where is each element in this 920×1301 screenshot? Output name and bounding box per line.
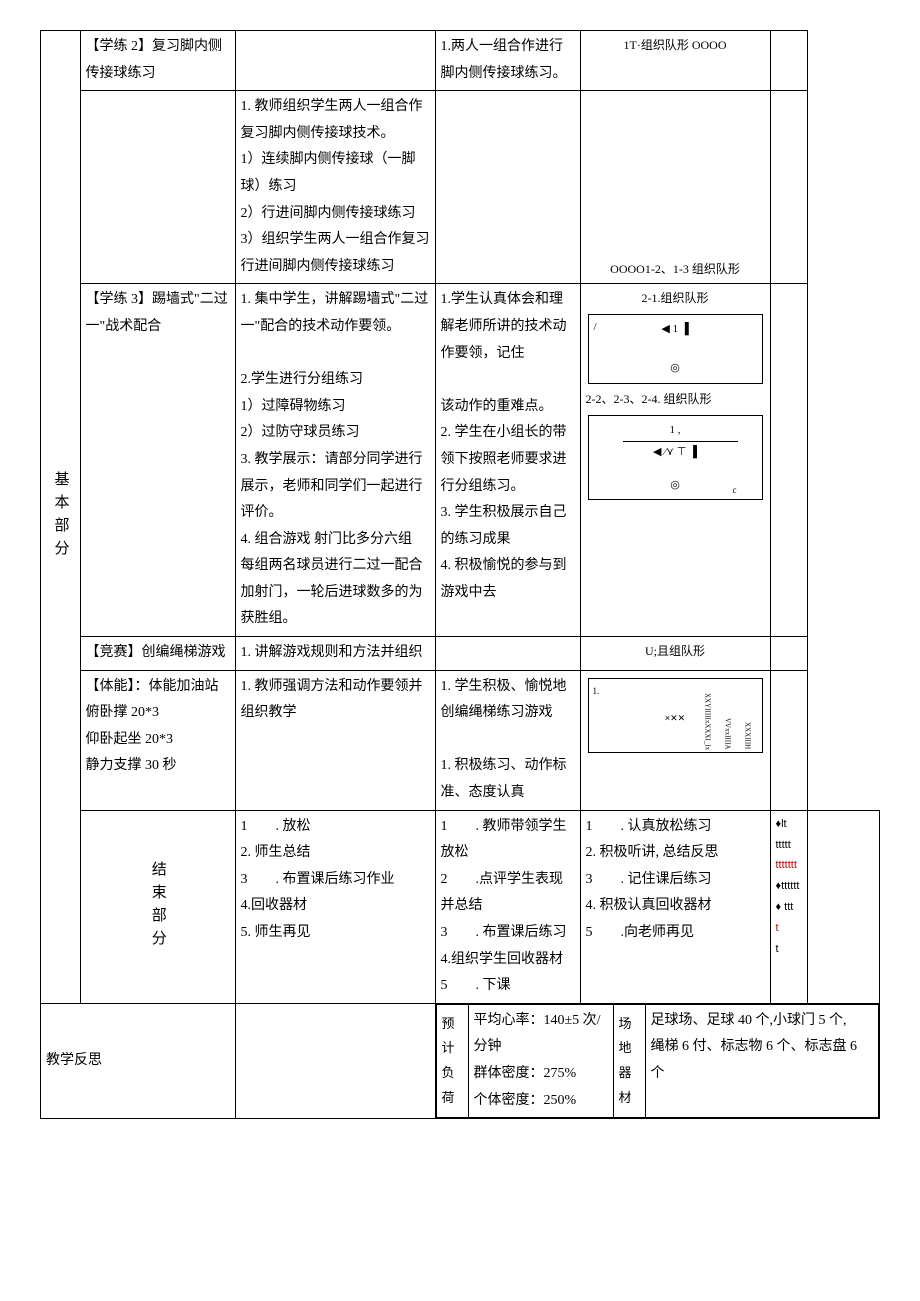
content-empty [80,91,235,284]
d3-label: 2-1.组织队形 [586,287,765,310]
hr: 平均心率：140±5 次/分钟 [474,1008,608,1061]
d6-text2: VVxxIIIIA [720,718,733,750]
diagram4-box: 1 , ◀ ⁄⋎ ⊤ ▐ ◎ c [588,415,763,500]
s2-3: 3. 学生积极展示自己的练习成果 [441,500,575,553]
et4: 4.组织学生回收器材 [441,947,575,974]
practice3-title: 【学练 3】踢墙式"二过一"战术配合 [80,284,235,637]
t2-2a: 1）过障碍物练习 [241,394,430,421]
d3-slash: / [594,317,597,338]
d6-text3: XXYIIIIIxXXXI_Ix [700,693,713,750]
d4-m2: ◀ ⁄⋎ ⊤ ▐ [593,442,758,463]
t1a: 1）连续脚内侧传接球（一脚球）练习 [241,147,430,200]
teacher-practice2: 1. 教师组织学生两人一组合作复习脚内侧传接球技术。 1）连续脚内侧传接球（一脚… [235,91,435,284]
load-values: 平均心率：140±5 次/分钟 群体密度：275% 个体密度：250% [468,1004,613,1117]
teacher-competition: 1. 讲解游戏规则和方法并组织 [235,637,435,671]
d6-1: 1. [593,683,758,700]
diagram6: 1. ×✕✕ XXXIIIH VVxxIIIIA XXYIIIIIxXXXI_I… [580,670,770,810]
d6-text1: XXXIIIH [740,722,753,749]
e5: 5. 师生再见 [241,920,430,947]
practice2-title: 【学练 2】复习脚内侧传接球练习 [80,31,235,91]
e2: 2. 师生总结 [241,840,430,867]
t2-2b: 2）过防守球员练习 [241,420,430,447]
et1: 1 . 教师带领学生放松 [441,814,575,867]
diagram2-label: OOOO1-2、1-3 组织队形 [580,91,770,284]
t2-2: 2.学生进行分组练习 [241,367,430,394]
s2-1: 1.学生认真体会和理解老师所讲的技术动作要领，记住 [441,287,575,367]
e1: 1 . 放松 [241,814,430,841]
end-student: 1 . 认真放松练习 2. 积极听讲, 总结反思 3 . 记住课后练习 4. 积… [580,810,770,1003]
end-diagram: ♦lt ttttt ttttttt ♦tttttt ♦ ttt t t [770,810,807,1003]
diagram1-label: 1T·组织队形 OOOO [580,31,770,91]
es2: 2. 积极听讲, 总结反思 [586,840,765,867]
d3-circles: ◎ [593,358,758,379]
lesson-plan-table: 基本部分 【学练 2】复习脚内侧传接球练习 1.两人一组合作进行脚内侧传接球练习… [40,30,880,1119]
competition-title: 【竞赛】创编绳梯游戏 [80,637,235,671]
fitness-3: 静力支撑 30 秒 [86,753,230,780]
fitness-1: 俯卧撑 20*3 [86,700,230,727]
empty-cell [770,91,807,284]
student-activity-cell: 1.两人一组合作进行脚内侧传接球练习。 [435,31,580,91]
s2-1b: 该动作的重难点。 [441,394,575,421]
teacher-practice3a: 1. 集中学生，讲解踢墙式"二过一"配合的技术动作要领。 2.学生进行分组练习 … [235,284,435,637]
diagram3: 2-1.组织队形 / ◀ 1 ▐ ◎ 2-2、2-3、2-4. 组织队形 1 ,… [580,284,770,637]
e4: 4.回收器材 [241,893,430,920]
student-practice3: 1.学生认真体会和理解老师所讲的技术动作要领，记住 该动作的重难点。 2. 学生… [435,284,580,637]
t1b: 2）行进间脚内侧传接球练习 [241,201,430,228]
empty-cell [770,670,807,810]
fitness-2: 仰卧起坐 20*3 [86,727,230,754]
reflection-label: 教学反思 [41,1003,236,1118]
teacher-activity-cell [235,31,435,91]
reflection-empty [235,1003,435,1118]
empty-cell [807,810,879,1003]
end-section-label: 结束部分 [80,810,235,1003]
teacher-fitness: 1. 教师强调方法和动作要领并组织教学 [235,670,435,810]
end-diag-row2: ♦ ttt t t [776,897,802,960]
load-label: 预计负荷 [436,1004,468,1117]
d4-m1: 1 , [593,420,758,441]
fitness-section: 【体能】：体能加油站 俯卧撑 20*3 仰卧起坐 20*3 静力支撑 30 秒 [80,670,235,810]
es3: 3 . 记住课后练习 [586,867,765,894]
t1: 1. 教师组织学生两人一组合作复习脚内侧传接球技术。 [241,94,430,147]
et3: 3 . 布置课后练习 [441,920,575,947]
student-fitness: 1. 学生积极、愉悦地创编绳梯练习游戏 1. 积极练习、动作标准、态度认真 [435,670,580,810]
d4-label: 2-2、2-3、2-4. 组织队形 [586,388,765,411]
student-empty [435,91,580,284]
empty-cell [770,637,807,671]
footer-cell: 预计负荷 平均心率：140±5 次/分钟 群体密度：275% 个体密度：250%… [435,1003,880,1118]
density1: 群体密度：275% [474,1061,608,1088]
et2: 2 .点评学生表现并总结 [441,867,575,920]
s4: 1. 积极练习、动作标准、态度认真 [441,753,575,806]
t2-4: 4. 组合游戏 射门比多分六组 每组两名球员进行二过一配合加射门，一轮后进球数多… [241,527,430,633]
s2-4: 4. 积极愉悦的参与到游戏中去 [441,553,575,606]
e3: 3 . 布置课后练习作业 [241,867,430,894]
es5: 5 .向老师再见 [586,920,765,947]
t2-3: 3. 教学展示：请部分同学进行展示，老师和同学们一起进行评价。 [241,447,430,527]
end-diag-row1: ♦lt ttttt ttttttt ♦tttttt [776,814,802,898]
equip-label: 场地器材 [613,1004,645,1117]
fitness-title: 【体能】：体能加油站 [86,674,230,701]
density2: 个体密度：250% [474,1088,608,1115]
s2-2: 2. 学生在小组长的带领下按照老师要求进行分组练习。 [441,420,575,500]
d3-marks: ◀ 1 ▐ [593,319,758,340]
diagram6-box: 1. ×✕✕ XXXIIIH VVxxIIIIA XXYIIIIIxXXXI_I… [588,678,763,753]
t1c: 3）组织学生两人一组合作复习行进间脚内侧传接球练习 [241,227,430,280]
diagram3-box: / ◀ 1 ▐ ◎ [588,314,763,384]
s3: 1. 学生积极、愉悦地创编绳梯练习游戏 [441,674,575,727]
end-content: 1 . 放松 2. 师生总结 3 . 布置课后练习作业 4.回收器材 5. 师生… [235,810,435,1003]
basic-section-label: 基本部分 [41,31,81,1004]
end-teacher: 1 . 教师带领学生放松 2 .点评学生表现并总结 3 . 布置课后练习 4.组… [435,810,580,1003]
student-empty2 [435,637,580,671]
equip-text: 足球场、足球 40 个,小球门 5 个, 绳梯 6 付、标志物 6 个、标志盘 … [645,1004,879,1117]
d4-c: c [733,482,737,499]
et5: 5 . 下课 [441,973,575,1000]
es1: 1 . 认真放松练习 [586,814,765,841]
empty-cell [770,284,807,637]
empty-cell [770,31,807,91]
t2-1: 1. 集中学生，讲解踢墙式"二过一"配合的技术动作要领。 [241,287,430,340]
diagram5-label: U;且组队形 [580,637,770,671]
es4: 4. 积极认真回收器材 [586,893,765,920]
